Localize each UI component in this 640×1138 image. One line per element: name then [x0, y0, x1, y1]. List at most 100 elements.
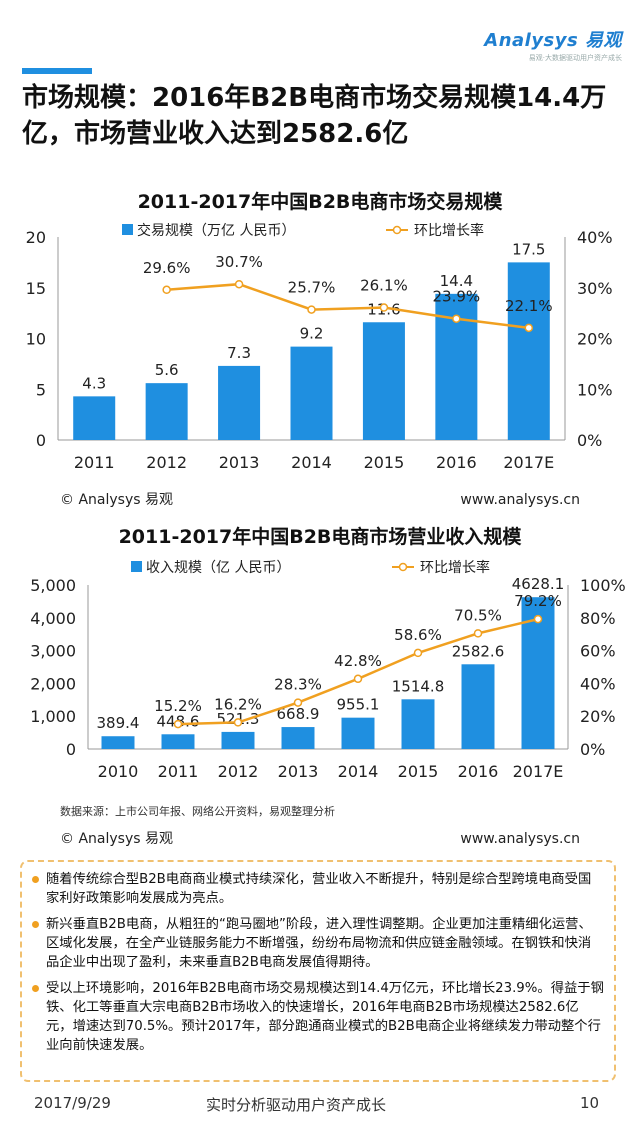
legend-bar-swatch: [122, 224, 133, 235]
left-axis-tick-label: 5: [36, 380, 46, 399]
x-axis-tick-label: 2011: [158, 762, 199, 781]
page-title: 市场规模：2016年B2B电商市场交易规模14.4万亿，市场营业收入达到2582…: [22, 83, 607, 149]
growth-rate-label: 30.7%: [215, 253, 263, 271]
bar: [281, 727, 315, 749]
growth-rate-point: [473, 629, 483, 638]
bar: [461, 664, 495, 749]
legend-line-marker: [398, 562, 408, 572]
legend-line-label: 环比增长率: [414, 222, 484, 239]
left-axis-tick-label: 3,000: [30, 642, 76, 661]
website-label: www.analysys.cn: [460, 831, 580, 847]
right-axis-tick-label: 30%: [577, 279, 613, 298]
right-axis-tick-label: 10%: [577, 380, 613, 399]
bar-data-label: 2582.6: [452, 642, 505, 660]
x-axis-tick-label: 2013: [278, 762, 319, 781]
legend-bar-swatch: [131, 561, 142, 572]
x-axis-tick-label: 2015: [364, 453, 405, 472]
left-axis-tick-label: 20: [26, 228, 46, 247]
bar-data-label: 4.3: [82, 374, 106, 392]
bar-data-label: 389.4: [97, 714, 140, 732]
growth-rate-label: 23.9%: [433, 288, 481, 306]
left-axis-tick-label: 0: [36, 431, 46, 450]
x-axis-tick-label: 2016: [458, 762, 499, 781]
copyright-label: © Analysys 易观: [60, 492, 173, 508]
right-axis-tick-label: 40%: [577, 228, 613, 247]
left-axis-tick-label: 10: [26, 330, 46, 349]
growth-rate-point: [452, 314, 461, 323]
bar: [401, 699, 435, 749]
right-axis-tick-label: 20%: [580, 707, 616, 726]
legend-line-label: 环比增长率: [420, 559, 490, 576]
note-item: 随着传统综合型B2B电商商业模式持续深化，营业收入不断提升，特别是综合型跨境电商…: [32, 870, 604, 908]
bar-data-label: 17.5: [512, 240, 545, 258]
bar: [221, 731, 255, 749]
bar-data-label: 7.3: [227, 344, 251, 362]
right-axis-tick-label: 80%: [580, 609, 616, 628]
bar-data-label: 5.6: [155, 361, 179, 379]
growth-rate-point: [524, 323, 534, 333]
logo-tagline: 易观·大数据驱动用户资产成长: [528, 54, 622, 62]
growth-rate-label: 28.3%: [274, 676, 322, 694]
growth-rate-label: 15.2%: [154, 697, 202, 715]
growth-rate-point: [233, 718, 243, 727]
growth-rate-point: [173, 719, 183, 729]
note-item: 新兴垂直B2B电商，从粗狂的“跑马圈地”阶段，进入理性调整期。企业更加注重精细化…: [32, 915, 604, 972]
x-axis-tick-label: 2017E: [503, 453, 554, 472]
x-axis-tick-label: 2017E: [513, 762, 564, 781]
bar: [218, 365, 261, 440]
left-axis-tick-label: 0: [66, 740, 76, 759]
x-axis-tick-label: 2010: [98, 762, 139, 781]
x-axis-tick-label: 2016: [436, 453, 477, 472]
right-axis-tick-label: 40%: [580, 674, 616, 693]
note-item: 受以上环境影响，2016年B2B电商市场交易规模达到14.4万亿元，环比增长23…: [32, 979, 604, 1055]
footer-date: 2017/9/29: [34, 1094, 111, 1112]
bar: [290, 346, 333, 440]
growth-rate-point: [234, 279, 244, 289]
x-axis-tick-label: 2015: [398, 762, 439, 781]
x-axis-tick-label: 2011: [74, 453, 115, 472]
bar: [362, 322, 405, 440]
title-accent-bar: [22, 68, 92, 74]
growth-rate-label: 29.6%: [143, 259, 191, 277]
growth-rate-point: [533, 614, 543, 624]
legend-bar-label: 收入规模（亿 人民币）: [146, 560, 290, 576]
bar-data-label: 955.1: [337, 696, 380, 714]
summary-notes: 随着传统综合型B2B电商商业模式持续深化，营业收入不断提升，特别是综合型跨境电商…: [20, 860, 616, 1082]
growth-rate-point: [379, 303, 389, 312]
right-axis-tick-label: 0%: [580, 740, 605, 759]
growth-rate-point: [307, 305, 316, 314]
bar: [101, 736, 135, 749]
growth-rate-label: 42.8%: [334, 652, 382, 670]
legend-line-marker: [392, 225, 402, 235]
left-axis-tick-label: 15: [26, 279, 46, 298]
bar: [341, 717, 375, 749]
x-axis-tick-label: 2012: [146, 453, 187, 472]
bar-data-label: 1514.8: [392, 677, 445, 695]
growth-rate-label: 16.2%: [214, 695, 262, 713]
bar-data-label: 668.9: [277, 705, 320, 723]
footer-page-number: 10: [580, 1094, 600, 1112]
bar-data-label: 14.4: [440, 272, 473, 290]
bar: [161, 734, 195, 749]
left-axis-tick-label: 5,000: [30, 576, 76, 595]
bar-data-label: 9.2: [300, 325, 324, 343]
x-axis-tick-label: 2014: [291, 453, 332, 472]
bar: [73, 396, 116, 440]
bar-data-label: 4628.1: [512, 575, 565, 593]
growth-rate-label: 79.2%: [514, 592, 562, 610]
bar: [145, 383, 188, 440]
website-label: www.analysys.cn: [460, 492, 580, 508]
legend-bar-label: 交易规模（万亿 人民币）: [137, 222, 295, 239]
growth-rate-label: 70.5%: [454, 606, 502, 624]
footer-slogan: 实时分析驱动用户资产成长: [206, 1096, 387, 1114]
right-axis-tick-label: 60%: [580, 642, 616, 661]
growth-rate-point: [413, 648, 423, 658]
chart-title: 2011-2017年中国B2B电商市场交易规模: [138, 190, 504, 213]
right-axis-tick-label: 100%: [580, 576, 626, 595]
growth-rate-line: [166, 282, 529, 330]
growth-rate-point: [162, 285, 171, 295]
left-axis-tick-label: 1,000: [30, 707, 76, 726]
left-axis-tick-label: 4,000: [30, 609, 76, 628]
